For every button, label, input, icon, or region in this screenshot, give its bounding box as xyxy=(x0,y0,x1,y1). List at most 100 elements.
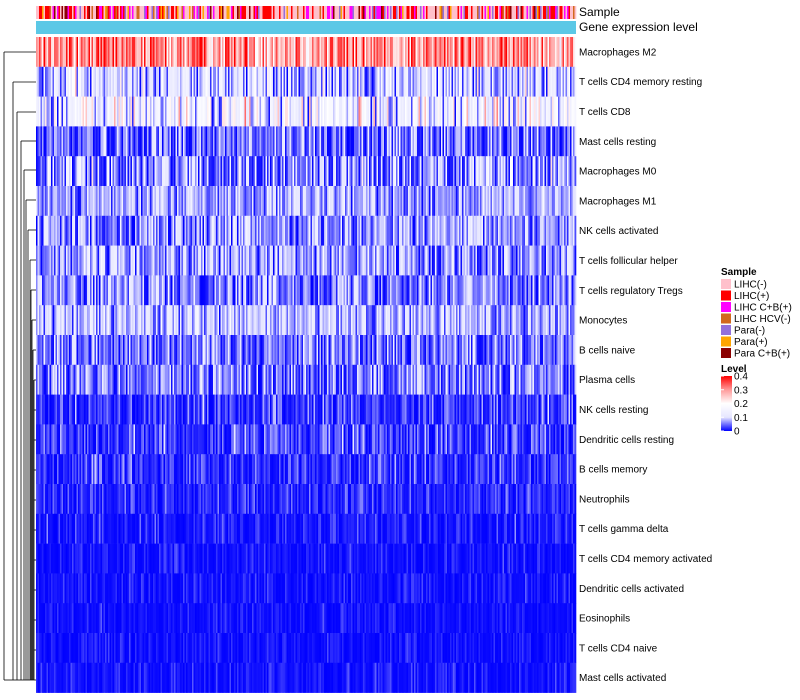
heatmap-cell xyxy=(145,364,148,395)
heatmap-cell xyxy=(438,275,440,306)
heatmap-cell xyxy=(292,126,295,157)
heatmap-cell xyxy=(480,96,482,127)
heatmap-cell xyxy=(51,364,53,395)
heatmap-cell xyxy=(358,305,361,336)
heatmap-cell xyxy=(255,305,257,336)
heatmap-cell xyxy=(456,96,458,127)
heatmap-cell xyxy=(414,305,416,336)
heatmap-cell xyxy=(477,245,479,276)
heatmap-cell xyxy=(49,126,52,157)
sample-annotation-cell xyxy=(271,6,274,19)
heatmap-cell xyxy=(457,335,460,366)
heatmap-cell xyxy=(543,335,545,366)
heatmap-cell xyxy=(568,126,571,157)
heatmap-cell xyxy=(274,215,277,246)
heatmap-cell xyxy=(510,305,512,336)
sample-annotation-cell xyxy=(388,6,391,19)
heatmap-cell xyxy=(331,37,334,68)
heatmap-cell xyxy=(538,275,541,306)
heatmap-cell xyxy=(262,186,265,217)
heatmap-cell xyxy=(124,66,127,97)
sample-annotation-cell xyxy=(148,6,151,19)
heatmap-cell xyxy=(130,66,133,97)
heatmap-cell xyxy=(400,394,403,425)
heatmap-cell xyxy=(520,335,523,366)
heatmap-cell xyxy=(496,335,499,366)
heatmap-cell xyxy=(457,96,460,127)
heatmap-cell xyxy=(460,245,463,276)
heatmap-cell xyxy=(408,156,410,187)
sample-annotation-cell xyxy=(430,6,433,19)
heatmap-cell xyxy=(151,66,154,97)
heatmap-cell xyxy=(52,394,55,425)
heatmap-cell xyxy=(180,156,182,187)
heatmap-cell xyxy=(301,215,304,246)
heatmap-cell xyxy=(309,305,311,336)
heatmap-cell xyxy=(96,275,98,306)
heatmap-cell xyxy=(513,37,515,68)
heatmap-cell xyxy=(429,335,431,366)
heatmap-cell xyxy=(360,245,362,276)
heatmap-cell xyxy=(532,186,535,217)
heatmap-cell xyxy=(177,186,179,217)
heatmap-cell xyxy=(465,186,467,217)
heatmap-cell xyxy=(562,66,565,97)
heatmap-cell xyxy=(430,186,433,217)
heatmap-cell xyxy=(85,364,88,395)
heatmap-cell xyxy=(543,305,545,336)
heatmap-cell xyxy=(300,305,302,336)
heatmap-cell xyxy=(403,156,406,187)
heatmap-cell xyxy=(531,305,533,336)
heatmap-cell xyxy=(213,37,215,68)
heatmap-cell xyxy=(231,335,233,366)
heatmap-cell xyxy=(105,364,107,395)
heatmap-cell xyxy=(376,126,379,157)
heatmap-cell xyxy=(394,96,397,127)
heatmap-cell xyxy=(550,37,553,68)
sample-annotation-cell xyxy=(108,6,110,19)
heatmap-cell xyxy=(238,245,241,276)
heatmap-cell xyxy=(424,126,427,157)
heatmap-cell xyxy=(354,394,356,425)
heatmap-cell xyxy=(471,364,473,395)
heatmap-cell xyxy=(313,275,316,306)
heatmap-cell xyxy=(415,186,418,217)
heatmap-cell xyxy=(535,245,538,276)
heatmap-cell xyxy=(250,37,253,68)
heatmap-cell xyxy=(348,335,350,366)
heatmap-cell xyxy=(333,275,335,306)
sample-annotation-cell xyxy=(283,6,286,19)
heatmap-cell xyxy=(427,335,430,366)
heatmap-cell xyxy=(462,156,464,187)
heatmap-cell xyxy=(205,156,208,187)
heatmap-cell xyxy=(447,305,449,336)
heatmap-cell xyxy=(231,215,233,246)
heatmap-cell xyxy=(334,275,337,306)
heatmap-cell xyxy=(109,215,112,246)
sample-annotation-cell xyxy=(180,6,182,19)
heatmap-cell xyxy=(508,186,511,217)
heatmap-cell xyxy=(258,215,260,246)
sample-annotation-cell xyxy=(541,6,544,19)
heatmap-cell xyxy=(391,335,394,366)
sample-annotation-cell xyxy=(486,6,488,19)
heatmap-cell xyxy=(168,245,170,276)
heatmap-cell xyxy=(552,96,554,127)
heatmap-cell xyxy=(222,305,224,336)
heatmap-cell xyxy=(373,394,376,425)
heatmap-cell xyxy=(361,126,364,157)
heatmap-cell xyxy=(292,66,295,97)
heatmap-cell xyxy=(510,364,512,395)
heatmap-cell xyxy=(547,245,550,276)
heatmap-cell xyxy=(96,305,98,336)
heatmap-cell xyxy=(474,156,476,187)
heatmap-cell xyxy=(417,275,419,306)
heatmap-cell xyxy=(393,364,395,395)
heatmap-cell xyxy=(159,156,161,187)
heatmap-cell xyxy=(87,394,89,425)
heatmap-cell xyxy=(144,156,146,187)
heatmap-cell xyxy=(300,126,302,157)
heatmap-cell xyxy=(507,215,509,246)
heatmap-cell xyxy=(49,66,52,97)
heatmap-cell xyxy=(58,156,61,187)
